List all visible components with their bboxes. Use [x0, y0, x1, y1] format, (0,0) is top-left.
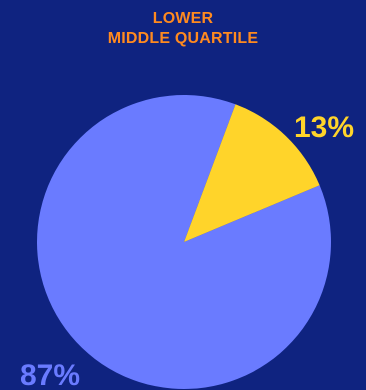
pie-slice-87 — [37, 94, 332, 390]
slice-label-13: 13% — [294, 111, 354, 144]
pie-slice-13 — [184, 104, 320, 242]
slice-label-87: 87% — [20, 359, 80, 390]
chart-title-line-1: LOWER — [152, 10, 214, 27]
chart-title-line-2: MIDDLE QUARTILE — [107, 30, 259, 47]
chart-title: LOWER MIDDLE QUARTILE — [0, 9, 366, 49]
